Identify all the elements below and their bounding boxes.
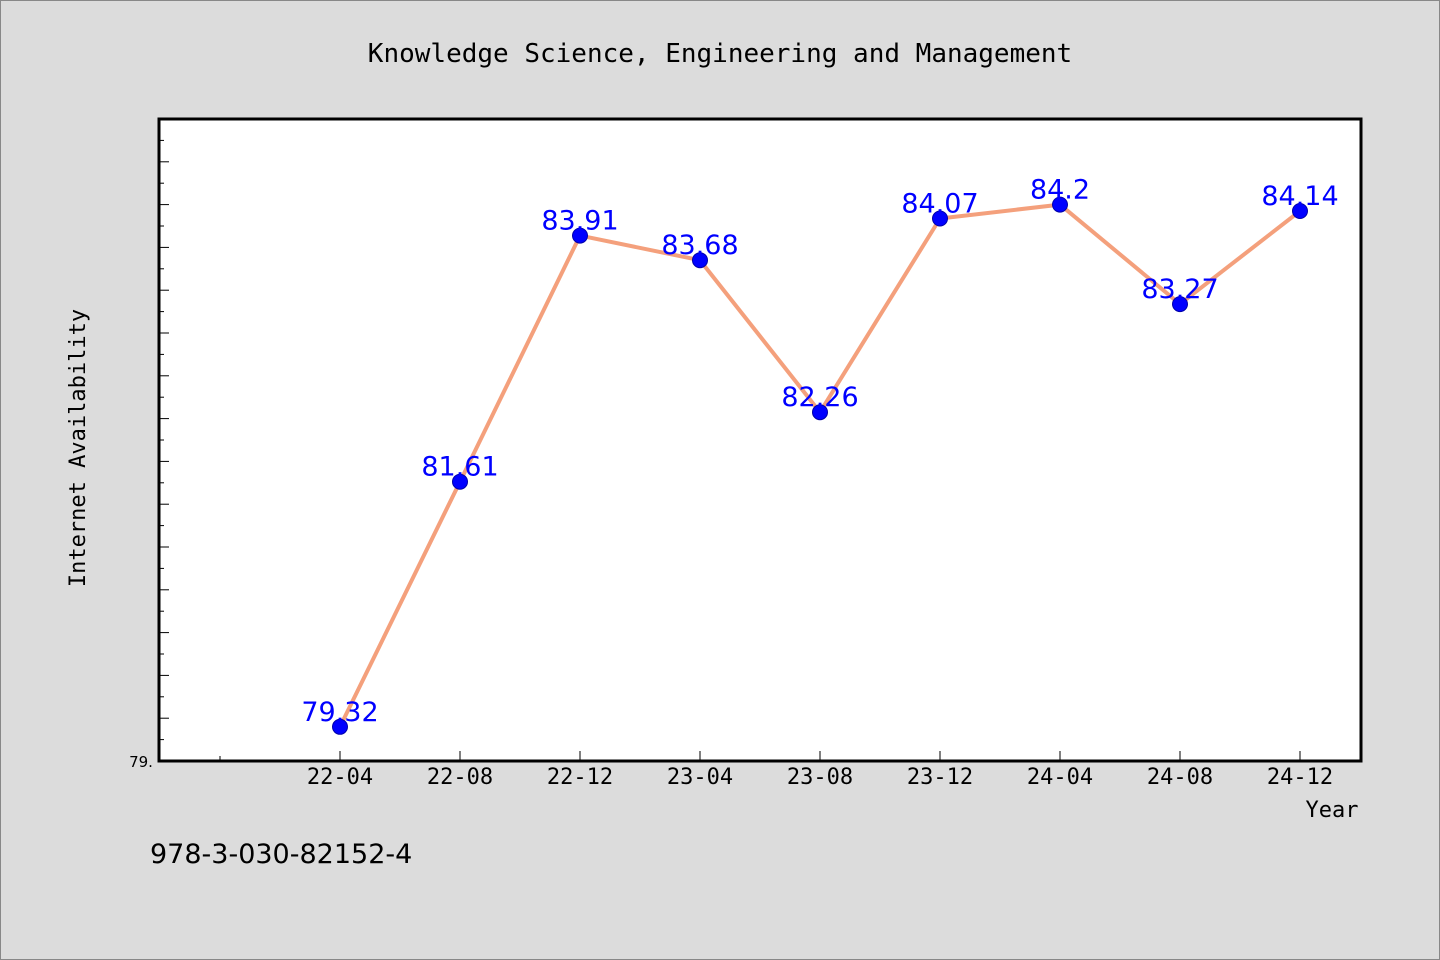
chart-title: Knowledge Science, Engineering and Manag… [368,39,1072,69]
x-tick-label: 22-08 [427,765,493,790]
data-point [452,473,468,490]
data-label: 79.32 [301,697,378,728]
data-label: 83.27 [1141,274,1218,305]
data-label: 81.61 [421,452,498,483]
data-label: 82.26 [781,382,858,413]
x-tick-label: 22-04 [307,765,373,790]
x-tick-label: 24-08 [1147,765,1213,790]
x-tick-label: 24-04 [1027,765,1093,790]
x-tick-label: 23-04 [667,765,733,790]
data-label: 84.2 [1030,175,1090,206]
data-label: 83.91 [541,206,618,237]
data-label: 84.14 [1261,181,1338,212]
x-tick-label: 22-12 [547,765,613,790]
data-point [812,404,828,421]
x-axis-ticks: 22-04 22-08 22-12 23-04 23-08 23-12 24-04 24-08… [219,751,1333,790]
data-label: 83.68 [661,230,738,261]
y-axis-ticks [159,139,169,741]
data-markers [332,196,1308,735]
data-point [1052,196,1068,213]
data-labels: 79.32 81.61 83.91 83.68 82.26 84.07 84.2 83.27 8… [301,175,1338,728]
data-label: 84.07 [901,189,978,220]
plot-area [157,117,1363,763]
isbn-footer: 978-3-030-82152-4 [150,839,412,870]
data-point [332,718,348,735]
x-tick-label: 24-12 [1267,765,1333,790]
x-tick-label: 23-08 [787,765,853,790]
data-point [1172,296,1188,313]
y-tick-label: 79. [129,753,153,771]
x-tick-label: 23-12 [907,765,973,790]
data-point [1292,203,1308,219]
y-axis-label: Internet Availability [66,309,91,587]
data-point [692,252,708,269]
x-axis-label: Year [1306,798,1359,823]
data-point [572,227,588,244]
data-point [932,210,948,227]
